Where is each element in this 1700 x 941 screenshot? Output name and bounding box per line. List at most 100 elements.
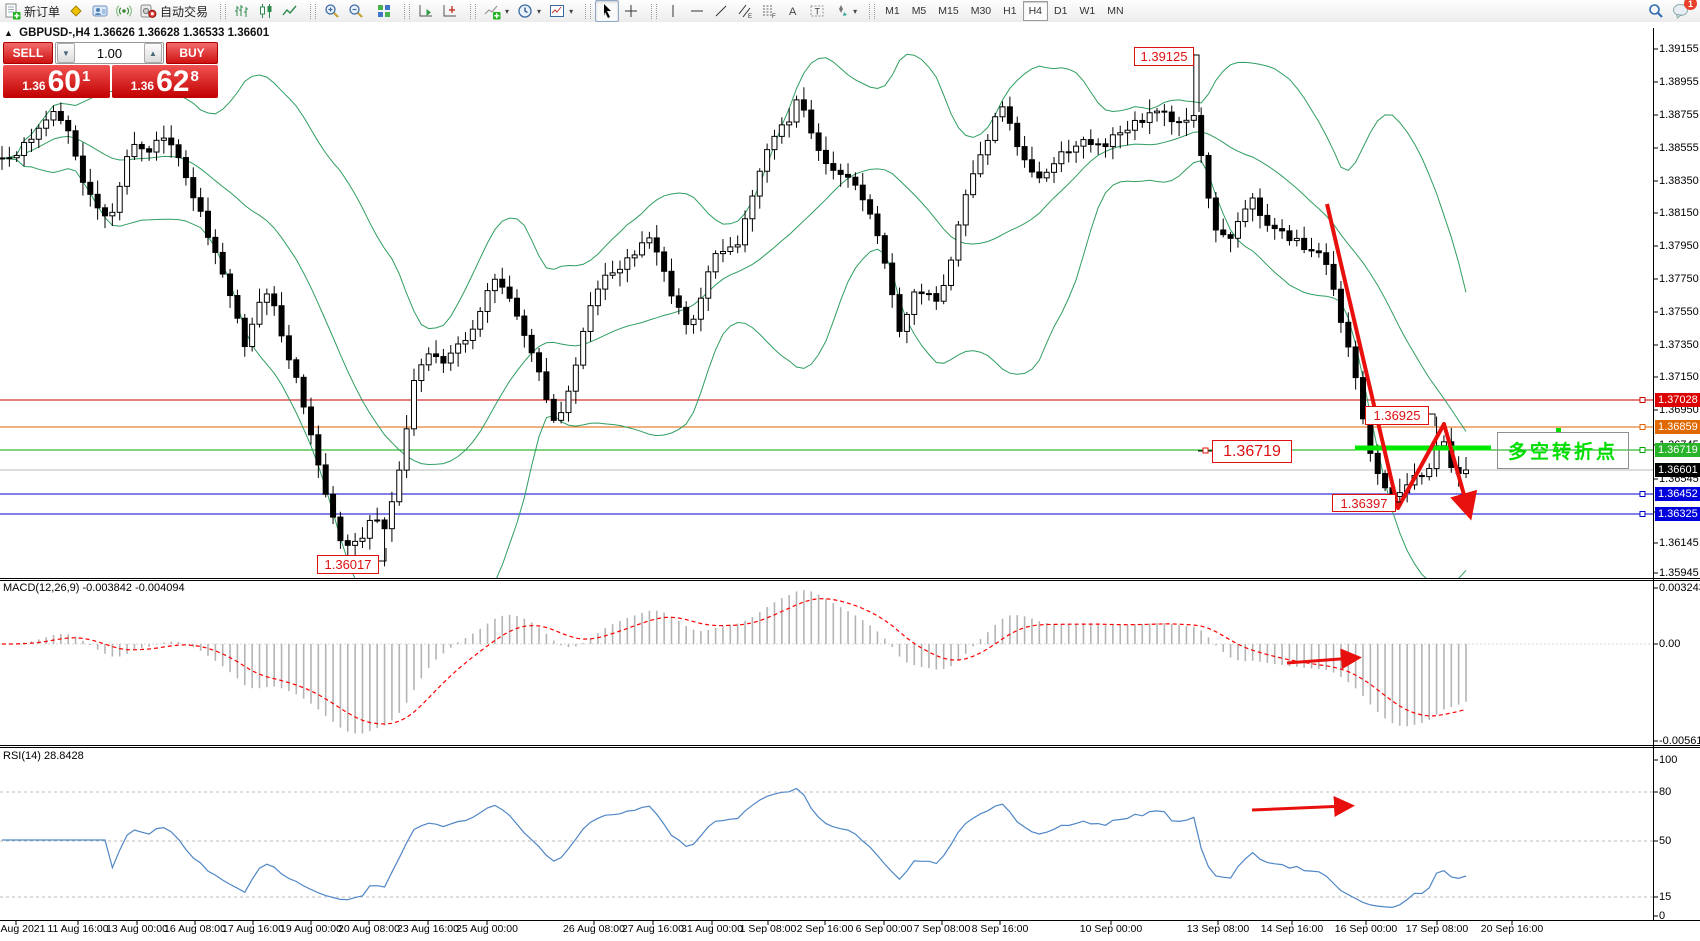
text-button[interactable]: A — [781, 0, 805, 22]
chart-canvas[interactable] — [0, 22, 1700, 941]
vertical-line-button[interactable] — [661, 0, 685, 22]
indicators-button[interactable]: ▾ — [480, 0, 513, 22]
svg-text:T: T — [815, 7, 821, 17]
macd-pane — [0, 590, 1653, 734]
cursor-icon — [599, 3, 615, 19]
chevron-down-icon[interactable]: ▾ — [537, 6, 542, 16]
signals-button[interactable] — [112, 0, 136, 22]
tile-icon — [376, 3, 392, 19]
tf-h4-button-label: H4 — [1028, 5, 1043, 17]
horizontal-line-button[interactable] — [685, 0, 709, 22]
tf-w1-button-label: W1 — [1079, 5, 1096, 17]
chevron-down-icon[interactable]: ▾ — [569, 6, 574, 16]
signal-icon — [116, 3, 132, 19]
tf-mn-button[interactable]: MN — [1101, 1, 1129, 21]
tf-d1-button-label: D1 — [1054, 5, 1068, 17]
tf-m1-button[interactable]: M1 — [879, 1, 906, 21]
trendline-button[interactable] — [709, 0, 733, 22]
search-button[interactable] — [1644, 0, 1668, 22]
notifications-button[interactable]: 1 — [1668, 0, 1697, 22]
new-order-button[interactable]: 新订单 — [0, 0, 64, 22]
candlestick-button[interactable] — [254, 0, 278, 22]
accounts-button[interactable] — [88, 0, 112, 22]
templates-button[interactable]: ▾ — [545, 0, 577, 22]
toolbar-group-objects: E F A T ▾ — [661, 0, 861, 22]
price-tag-1.36017[interactable]: 1.36017 — [317, 555, 379, 574]
sell-price-point: 1 — [81, 68, 91, 85]
label-button[interactable]: T — [805, 0, 829, 22]
fibonacci-button[interactable]: F — [757, 0, 781, 22]
price-tag-1.36719[interactable]: 1.36719 — [1212, 440, 1292, 463]
chart-shift-button[interactable] — [438, 0, 462, 22]
vline-icon — [665, 3, 681, 19]
rsi-line — [2, 787, 1467, 909]
auto-scroll-icon — [418, 3, 434, 19]
bollinger-upper — [1, 53, 1467, 330]
candles-icon — [258, 3, 274, 19]
trend-arrow-macd[interactable] — [1286, 648, 1362, 670]
toolbar-group-zoom — [320, 0, 368, 22]
auto-scroll-button[interactable] — [414, 0, 438, 22]
new-order-button-label: 新订单 — [24, 4, 61, 19]
auto-trading-icon — [140, 3, 157, 19]
channel-button[interactable]: E — [733, 0, 757, 22]
tf-h4-button[interactable]: H4 — [1022, 1, 1049, 21]
buy-price-figure: 1.36 — [130, 79, 155, 93]
bollinger-middle — [1, 131, 1467, 466]
cursor-button[interactable] — [595, 0, 620, 22]
price-tag-1.36925[interactable]: 1.36925 — [1365, 406, 1429, 425]
tf-m1-button-label: M1 — [885, 5, 900, 17]
tf-h1-button[interactable]: H1 — [997, 1, 1022, 21]
hline-icon — [689, 3, 705, 19]
tf-m15-button[interactable]: M15 — [932, 1, 964, 21]
top-toolbar: 新订单 自动交易 ▾ ▾ ▾ E F A T ▾ M1 M5 M15 M30 H1 H4 D1 W1 MN 1 — [0, 0, 1700, 23]
sell-button[interactable]: SELL — [3, 42, 53, 64]
sell-price-figure: 1.36 — [22, 79, 46, 93]
buy-button[interactable]: BUY — [166, 42, 218, 64]
buy-price-point: 8 — [190, 68, 199, 85]
tf-m15-button-label: M15 — [938, 5, 959, 17]
tf-m30-button-label: M30 — [970, 5, 992, 17]
bar-chart-icon — [234, 3, 250, 19]
line-chart-button[interactable] — [278, 0, 302, 22]
periods-button[interactable]: ▾ — [513, 0, 545, 22]
turning-point-label[interactable]: 多空转折点 — [1497, 432, 1629, 469]
bar-chart-button[interactable] — [230, 0, 254, 22]
price-tag-1.36397[interactable]: 1.36397 — [1332, 494, 1396, 512]
tf-m30-button[interactable]: M30 — [965, 1, 997, 21]
tf-h1-button-label: H1 — [1003, 5, 1017, 17]
zoom-out-button[interactable] — [344, 0, 368, 22]
zoom-out-icon — [348, 3, 364, 19]
trend-arrow-rsi[interactable] — [1251, 796, 1355, 818]
tf-d1-button[interactable]: D1 — [1048, 1, 1073, 21]
buy-price[interactable]: 1.36 62 8 — [111, 65, 218, 98]
one-click-trading-panel: SELL ▼ ▲ BUY 1.36 60 1 1.36 62 8 — [3, 42, 218, 98]
macd-signal-line — [2, 598, 1467, 725]
trend-arrow-main[interactable] — [1325, 203, 1478, 521]
arrows-button[interactable]: ▾ — [829, 0, 861, 22]
crosshair-button[interactable] — [619, 0, 643, 22]
price-tag-1.39125[interactable]: 1.39125 — [1134, 47, 1194, 66]
sell-price[interactable]: 1.36 60 1 — [3, 65, 110, 98]
toolbar-group-timeframes: M1 M5 M15 M30 H1 H4 D1 W1 MN — [879, 0, 1129, 22]
chevron-down-icon[interactable]: ▾ — [505, 6, 510, 16]
volume-down-button[interactable]: ▼ — [57, 43, 75, 63]
chevron-down-icon[interactable]: ▾ — [853, 6, 858, 16]
tf-m5-button[interactable]: M5 — [906, 1, 933, 21]
tile-windows-button[interactable] — [372, 0, 396, 22]
tf-w1-button[interactable]: W1 — [1073, 1, 1101, 21]
volume-up-button[interactable]: ▲ — [144, 43, 162, 63]
tf-m5-button-label: M5 — [911, 5, 927, 17]
toolbar-group-chart-type — [230, 0, 302, 22]
bollinger-lower — [1, 157, 1467, 578]
zoom-in-button[interactable] — [320, 0, 344, 22]
toolbar-group-pointer — [595, 0, 643, 22]
fibo-icon: F — [761, 3, 777, 19]
toolbar-group-insert: ▾ ▾ ▾ — [480, 0, 577, 22]
volume-input[interactable] — [76, 44, 143, 62]
market-watch-button[interactable] — [64, 0, 88, 22]
line-chart-icon — [282, 3, 298, 19]
rsi-pane — [0, 787, 1653, 909]
auto-trading-button-label: 自动交易 — [160, 4, 209, 19]
auto-trading-button[interactable]: 自动交易 — [136, 0, 212, 22]
